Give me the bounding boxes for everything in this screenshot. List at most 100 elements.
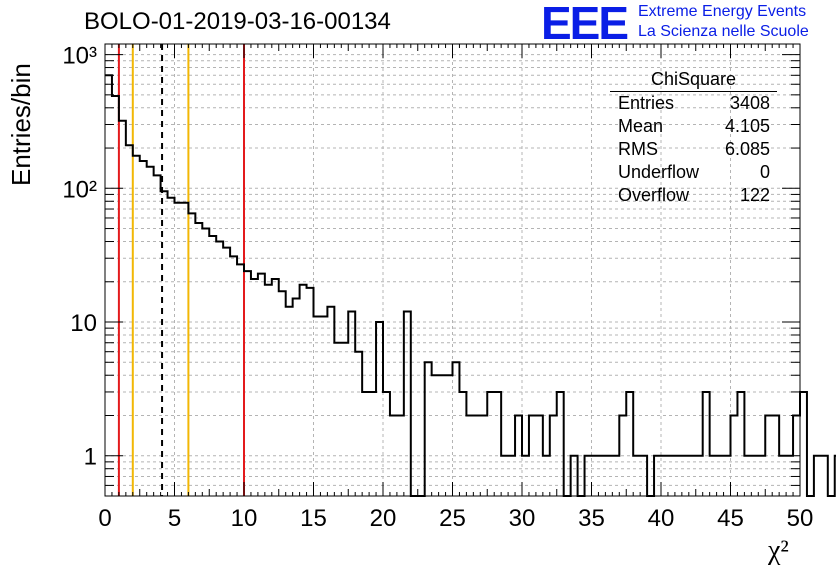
- stats-value: 4.105: [724, 116, 770, 136]
- grid: [105, 44, 800, 497]
- histogram-bin: [397, 415, 404, 496]
- axis-ticks: [104, 44, 801, 497]
- histogram-bin: [515, 415, 522, 496]
- histogram-bin: [619, 415, 626, 496]
- x-tick-label: 40: [648, 505, 675, 532]
- histogram-bin: [341, 343, 348, 496]
- stats-value: 122: [739, 185, 770, 205]
- logo-line-1: Extreme Energy Events: [638, 3, 807, 20]
- stats-label: Overflow: [618, 185, 690, 205]
- histogram-bin: [522, 456, 529, 496]
- histogram-bin: [758, 456, 765, 496]
- histogram-bin: [543, 456, 550, 496]
- histogram-bin: [362, 392, 369, 496]
- histogram-bin: [821, 456, 828, 496]
- histogram-bin: [779, 456, 786, 496]
- histogram-bin: [383, 392, 390, 496]
- histogram-bin: [209, 236, 216, 496]
- histogram-bin: [327, 307, 334, 496]
- histogram-bin: [425, 362, 432, 496]
- histogram-bin: [390, 415, 397, 496]
- histogram-bin: [307, 288, 314, 496]
- histogram-bin: [724, 456, 731, 496]
- histogram-bin: [598, 456, 605, 496]
- histogram-bin: [230, 256, 237, 496]
- histogram-bin: [626, 392, 633, 496]
- x-tick-label: 5: [168, 505, 181, 532]
- histogram-bin: [404, 311, 411, 496]
- histogram-bin: [772, 415, 779, 496]
- histogram-bin: [369, 392, 376, 496]
- histogram-bin: [633, 456, 640, 496]
- histogram-bin: [314, 316, 321, 496]
- histogram-bin: [765, 415, 772, 496]
- histogram-bin: [494, 392, 501, 496]
- histogram-outline: [105, 74, 836, 497]
- histogram-bin: [112, 96, 119, 496]
- histogram-bin: [195, 223, 202, 496]
- histogram-bin: [731, 415, 738, 496]
- x-tick-label: 30: [509, 505, 536, 532]
- x-tick-label: 50: [787, 505, 814, 532]
- histogram-bin: [223, 248, 230, 496]
- histogram-bin: [133, 156, 140, 496]
- histogram-bin: [661, 456, 668, 496]
- stats-label: Entries: [618, 93, 675, 113]
- stats-row-entries: Entries 3408: [610, 92, 777, 115]
- histogram-bin: [453, 362, 460, 496]
- histogram-bin: [320, 316, 327, 496]
- histogram-bin: [265, 285, 272, 496]
- histogram-bin: [286, 307, 293, 496]
- histogram-bin: [244, 271, 251, 496]
- histogram-bin: [703, 392, 710, 496]
- x-tick-label: 10: [231, 505, 258, 532]
- histogram-bin: [161, 191, 168, 496]
- histogram-bin: [612, 456, 619, 496]
- histogram-bin: [592, 456, 599, 496]
- histogram-bin: [446, 375, 453, 496]
- histogram-bin: [432, 375, 439, 496]
- stats-label: Mean: [618, 116, 664, 136]
- histogram-bin: [181, 203, 188, 496]
- histogram-bin: [168, 198, 175, 496]
- histogram-bin: [300, 285, 307, 496]
- histogram-bin: [251, 279, 258, 496]
- histogram-bin: [550, 415, 557, 496]
- histogram-bin: [585, 456, 592, 496]
- histogram-bin: [348, 311, 355, 496]
- histogram-bin: [237, 264, 244, 496]
- histogram-bin: [473, 415, 480, 496]
- histogram-bin: [800, 392, 807, 496]
- histogram-bin: [202, 229, 209, 496]
- histogram-bin: [105, 75, 112, 496]
- histogram-bin: [216, 242, 223, 496]
- histogram-bin: [529, 415, 536, 496]
- x-tick-label: 45: [717, 505, 744, 532]
- y-axis-label: Entries/bin: [6, 63, 36, 186]
- histogram-bin: [140, 161, 147, 496]
- stats-value: 0: [759, 162, 770, 182]
- y-tick-label: 10³: [62, 43, 97, 70]
- stats-label: RMS: [618, 139, 658, 159]
- x-tick-label: 0: [98, 505, 111, 532]
- x-tick-label: 25: [439, 505, 466, 532]
- histogram-bin: [710, 456, 717, 496]
- histogram-bin: [293, 298, 300, 496]
- histogram-bin: [737, 392, 744, 496]
- histogram-bin: [640, 456, 647, 496]
- histogram-bin: [272, 279, 279, 496]
- histogram-bin: [814, 456, 821, 496]
- histogram-bin: [279, 291, 286, 496]
- histogram-bin: [154, 175, 161, 496]
- histogram-bin: [675, 456, 682, 496]
- x-tick-label: 35: [578, 505, 605, 532]
- x-axis-label: χ²: [768, 535, 789, 566]
- histogram-bin: [175, 203, 182, 496]
- tick-labels: 0 5 10 15 20 25 30 35 40 45 50 1 10 10² 10³: [62, 43, 813, 532]
- histogram-bin: [355, 352, 362, 496]
- histogram-bin: [188, 213, 195, 496]
- histogram-bin: [466, 415, 473, 496]
- histogram-bin: [536, 415, 543, 496]
- histogram-bin: [689, 456, 696, 496]
